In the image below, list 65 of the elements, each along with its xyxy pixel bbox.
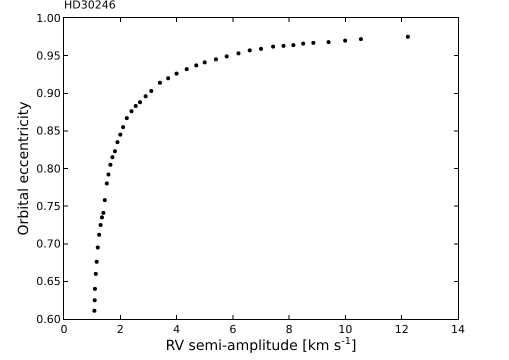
y-tick-label: 0.90 — [36, 87, 61, 100]
chart-title: HD30246 — [64, 0, 116, 12]
point — [98, 222, 103, 227]
x-tick-label: 14 — [451, 323, 465, 336]
point — [118, 132, 122, 137]
y-tick-label: 0.85 — [36, 124, 61, 138]
point — [96, 246, 100, 250]
y-axis-title: Orbital eccentricity — [16, 102, 32, 236]
point — [100, 215, 104, 220]
point — [108, 162, 112, 167]
point — [259, 46, 263, 51]
point — [358, 37, 363, 42]
point — [406, 34, 410, 39]
point — [248, 48, 252, 52]
point — [130, 109, 134, 114]
point — [92, 298, 97, 302]
x-tick-label: 12 — [394, 323, 409, 336]
point — [92, 286, 97, 291]
point — [158, 80, 162, 85]
point — [101, 210, 106, 215]
y-tick-label: 0.95 — [36, 49, 61, 62]
point — [236, 51, 240, 56]
point — [174, 72, 179, 76]
point — [214, 57, 218, 62]
point — [291, 43, 296, 48]
y-tick-label: 0.65 — [36, 275, 61, 288]
point — [271, 44, 276, 49]
point — [134, 104, 138, 108]
x-tick-label: 2 — [116, 323, 124, 336]
point — [144, 94, 148, 98]
point — [194, 63, 198, 68]
point — [343, 38, 348, 43]
y-tick-label: 1.00 — [36, 12, 61, 25]
point — [92, 308, 96, 313]
point — [326, 40, 331, 44]
point — [104, 182, 109, 186]
point — [110, 155, 114, 160]
y-tick-label: 0.75 — [36, 200, 61, 213]
point — [124, 116, 129, 120]
point — [166, 76, 170, 80]
x-axis-title: RV semi-amplitude [km s$^{-1}$] — [166, 336, 356, 354]
x-tick-label: 8 — [286, 323, 293, 336]
x-tick-label: 0 — [60, 323, 68, 336]
point — [311, 40, 316, 45]
x-tick-label: 4 — [173, 323, 180, 336]
point — [149, 88, 154, 93]
point — [115, 140, 120, 144]
x-tick-label: 10 — [338, 323, 352, 336]
point — [112, 149, 117, 154]
point — [224, 54, 229, 58]
point — [202, 60, 207, 64]
point — [102, 198, 107, 202]
y-tick-label: 0.70 — [36, 238, 61, 251]
point — [282, 44, 286, 48]
point — [301, 42, 306, 46]
point — [184, 67, 189, 72]
x-tick-label: 6 — [229, 323, 236, 336]
y-tick-label: 0.80 — [36, 162, 61, 176]
point — [106, 172, 110, 177]
y-tick-label: 0.60 — [36, 312, 61, 326]
point — [97, 232, 102, 237]
point — [121, 125, 126, 130]
point — [94, 272, 98, 276]
point — [94, 260, 99, 264]
point — [138, 100, 142, 104]
